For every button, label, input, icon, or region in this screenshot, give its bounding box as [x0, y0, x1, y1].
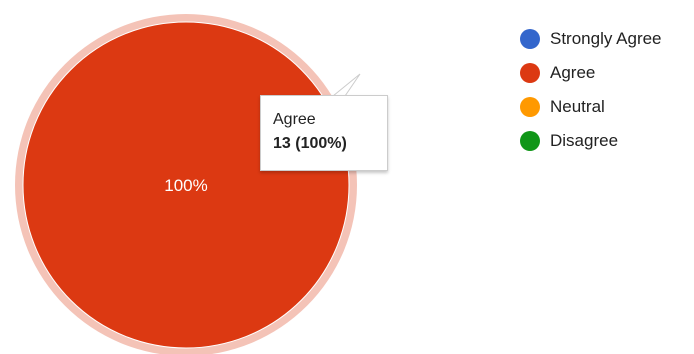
legend-swatch-agree — [520, 63, 540, 83]
legend-swatch-disagree — [520, 131, 540, 151]
legend-item-neutral[interactable]: Neutral — [520, 90, 662, 124]
legend-label-neutral: Neutral — [550, 97, 605, 116]
chart-legend: Strongly Agree Agree Neutral Disagree — [520, 22, 662, 158]
legend-swatch-neutral — [520, 97, 540, 117]
legend-item-disagree[interactable]: Disagree — [520, 124, 662, 158]
tooltip-value: 13 (100%) — [273, 135, 347, 152]
legend-label-agree: Agree — [550, 63, 596, 82]
legend-item-strongly-agree[interactable]: Strongly Agree — [520, 22, 662, 56]
legend-label-disagree: Disagree — [550, 131, 619, 150]
pie-slice-agree-label: 100% — [164, 176, 207, 195]
legend-swatch-strongly-agree — [520, 29, 540, 49]
tooltip-category: Agree — [273, 111, 316, 128]
tooltip-pointer — [331, 73, 361, 97]
legend-label-strongly-agree: Strongly Agree — [550, 29, 662, 48]
legend-item-agree[interactable]: Agree — [520, 56, 662, 90]
slice-tooltip: Agree 13 (100%) — [260, 95, 388, 171]
pie-slice-labels: 100% — [164, 176, 207, 195]
